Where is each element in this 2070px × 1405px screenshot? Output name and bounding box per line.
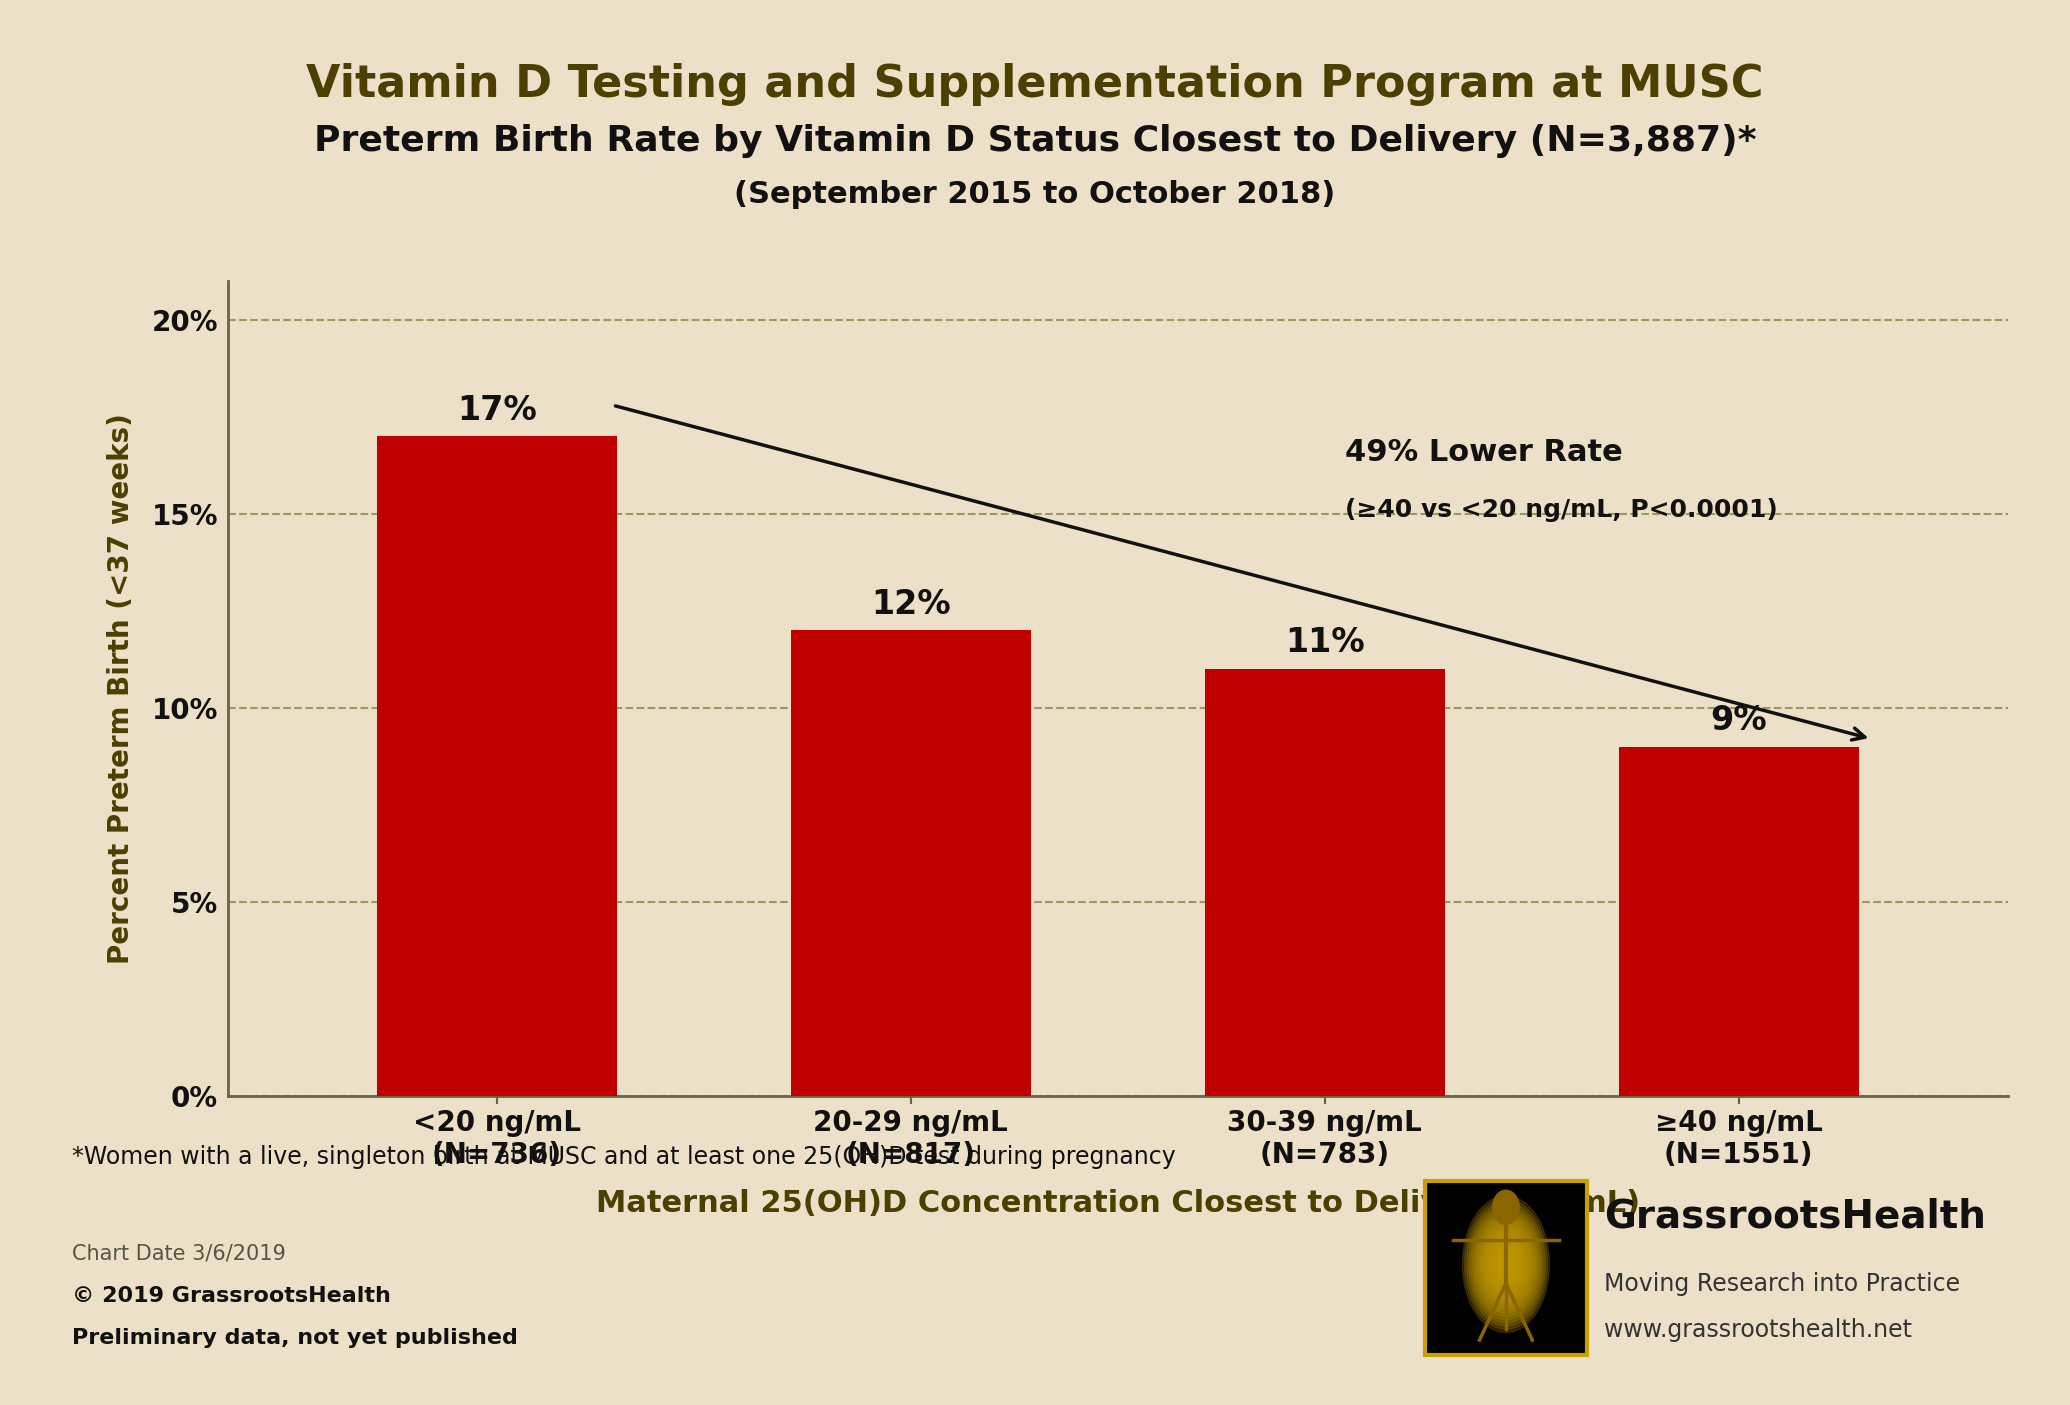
Text: 9%: 9% bbox=[1710, 704, 1768, 738]
Text: *Women with a live, singleton birth at MUSC and at least one 25(OH)D test during: *Women with a live, singleton birth at M… bbox=[72, 1145, 1176, 1169]
Text: GrassrootsHealth: GrassrootsHealth bbox=[1604, 1197, 1985, 1235]
Bar bbox=[1619, 746, 1859, 1096]
Ellipse shape bbox=[1497, 1250, 1515, 1279]
Text: Chart Date 3/6/2019: Chart Date 3/6/2019 bbox=[72, 1243, 286, 1263]
Ellipse shape bbox=[1463, 1198, 1548, 1329]
Text: www.grassrootshealth.net: www.grassrootshealth.net bbox=[1604, 1318, 1913, 1342]
Text: © 2019 GrassrootsHealth: © 2019 GrassrootsHealth bbox=[72, 1286, 391, 1305]
Ellipse shape bbox=[1501, 1256, 1511, 1272]
Ellipse shape bbox=[1478, 1221, 1534, 1307]
Ellipse shape bbox=[1484, 1231, 1528, 1297]
Ellipse shape bbox=[1492, 1243, 1519, 1284]
Ellipse shape bbox=[1476, 1218, 1536, 1309]
Text: Vitamin D Testing and Supplementation Program at MUSC: Vitamin D Testing and Supplementation Pr… bbox=[306, 63, 1764, 107]
Ellipse shape bbox=[1488, 1238, 1524, 1291]
Text: (≥40 vs <20 ng/mL, P<0.0001): (≥40 vs <20 ng/mL, P<0.0001) bbox=[1346, 497, 1778, 521]
Bar bbox=[1205, 669, 1445, 1096]
Ellipse shape bbox=[1495, 1248, 1517, 1281]
Text: 12%: 12% bbox=[871, 587, 950, 621]
Text: Preterm Birth Rate by Vitamin D Status Closest to Delivery (N=3,887)*: Preterm Birth Rate by Vitamin D Status C… bbox=[315, 124, 1755, 157]
Text: 17%: 17% bbox=[457, 393, 536, 427]
Y-axis label: Percent Preterm Birth (<37 weeks): Percent Preterm Birth (<37 weeks) bbox=[108, 413, 135, 964]
Text: Preliminary data, not yet published: Preliminary data, not yet published bbox=[72, 1328, 518, 1347]
Text: Moving Research into Practice: Moving Research into Practice bbox=[1604, 1272, 1960, 1295]
Text: (September 2015 to October 2018): (September 2015 to October 2018) bbox=[735, 180, 1335, 209]
Ellipse shape bbox=[1492, 1190, 1519, 1224]
Ellipse shape bbox=[1480, 1225, 1532, 1304]
Ellipse shape bbox=[1499, 1253, 1513, 1274]
Ellipse shape bbox=[1474, 1215, 1538, 1314]
Text: 11%: 11% bbox=[1285, 627, 1364, 659]
Ellipse shape bbox=[1466, 1203, 1546, 1326]
X-axis label: Maternal 25(OH)D Concentration Closest to Delivery (ng/mL): Maternal 25(OH)D Concentration Closest t… bbox=[596, 1189, 1639, 1218]
Bar bbox=[791, 631, 1031, 1096]
Ellipse shape bbox=[1470, 1208, 1542, 1319]
Ellipse shape bbox=[1468, 1205, 1544, 1324]
FancyBboxPatch shape bbox=[1424, 1180, 1588, 1356]
Bar bbox=[377, 436, 617, 1096]
Ellipse shape bbox=[1461, 1196, 1550, 1332]
Ellipse shape bbox=[1486, 1234, 1526, 1294]
Ellipse shape bbox=[1482, 1228, 1530, 1301]
Text: 49% Lower Rate: 49% Lower Rate bbox=[1346, 438, 1623, 468]
Ellipse shape bbox=[1472, 1213, 1540, 1316]
Ellipse shape bbox=[1490, 1241, 1521, 1288]
